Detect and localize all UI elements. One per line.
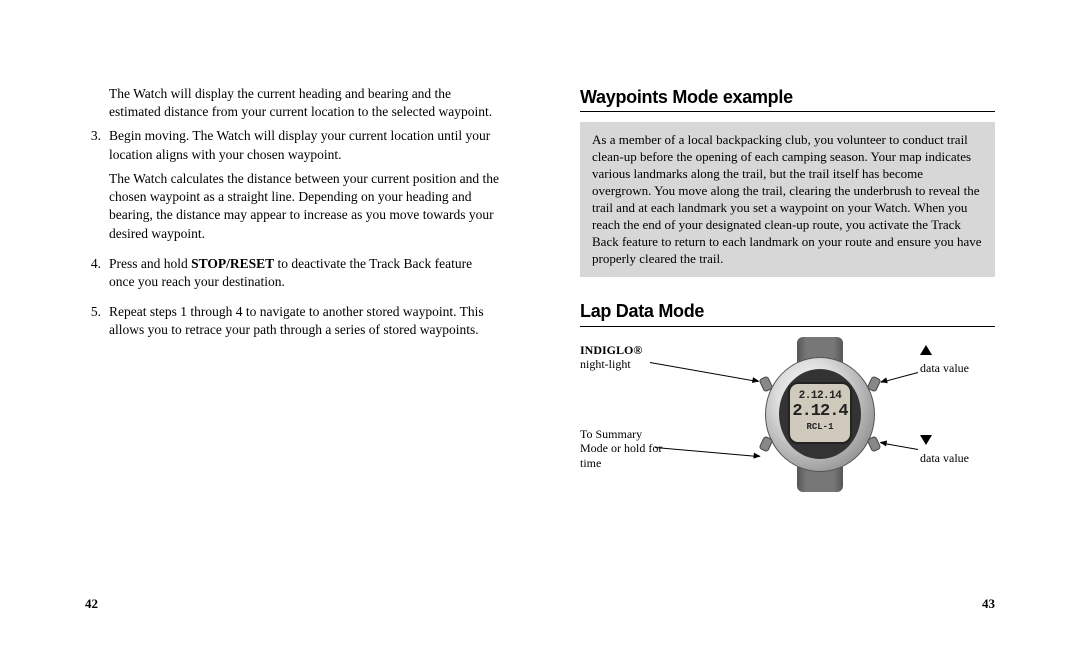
waypoints-example-box: As a member of a local backpacking club,… xyxy=(580,122,995,277)
watch-illustration: 2.12.14 2.12.4 RCL-1 xyxy=(755,337,885,492)
arrow-down xyxy=(880,442,918,450)
watch-button-bottom-right xyxy=(867,435,882,452)
watch-screen: 2.12.14 2.12.4 RCL-1 xyxy=(788,382,852,444)
page-42: The Watch will display the current headi… xyxy=(55,85,540,618)
triangle-up-icon xyxy=(920,345,932,355)
arrow-indiglo xyxy=(650,362,759,382)
watch-button-bottom-left xyxy=(759,435,774,452)
watch-row1: 2.12.14 xyxy=(790,390,850,403)
step-5-body: Repeat steps 1 through 4 to navigate to … xyxy=(109,303,500,339)
step-4-bold: STOP/RESET xyxy=(191,256,274,271)
arrow-summary xyxy=(655,447,760,457)
page-number-left: 42 xyxy=(85,595,98,613)
label-indiglo: INDIGLO® night-light xyxy=(580,343,670,372)
triangle-down-icon xyxy=(920,435,932,445)
step-3-b: The Watch calculates the distance betwee… xyxy=(109,170,500,243)
label-data-value-down: data value xyxy=(920,451,969,465)
heading-lap-data-mode: Lap Data Mode xyxy=(580,299,995,326)
label-summary: To Summary Mode or hold for time xyxy=(580,427,670,470)
label-data-value-up: data value xyxy=(920,361,969,375)
lap-data-diagram: INDIGLO® night-light To Summary Mode or … xyxy=(580,337,995,507)
step-4: 4. Press and hold STOP/RESET to deactiva… xyxy=(85,255,500,297)
watch-button-top-right xyxy=(867,375,882,392)
step-3: 3. Begin moving. The Watch will display … xyxy=(85,127,500,248)
watch-row3: RCL-1 xyxy=(790,422,850,432)
page-43: Waypoints Mode example As a member of a … xyxy=(540,85,1025,618)
step-5-num: 5. xyxy=(85,303,109,345)
step-5: 5. Repeat steps 1 through 4 to navigate … xyxy=(85,303,500,345)
label-indiglo-sub: night-light xyxy=(580,357,631,371)
para-intro: The Watch will display the current headi… xyxy=(109,85,500,121)
step-3-num: 3. xyxy=(85,127,109,248)
page-spread: The Watch will display the current headi… xyxy=(0,0,1080,648)
step-4-num: 4. xyxy=(85,255,109,297)
arrow-up xyxy=(881,372,918,383)
page-number-right: 43 xyxy=(982,595,995,613)
label-indiglo-bold: INDIGLO® xyxy=(580,343,642,357)
heading-waypoints-example: Waypoints Mode example xyxy=(580,85,995,112)
watch-row2: 2.12.4 xyxy=(790,402,850,422)
step-4-pre: Press and hold xyxy=(109,256,191,271)
step-3-a: Begin moving. The Watch will display you… xyxy=(109,127,500,163)
